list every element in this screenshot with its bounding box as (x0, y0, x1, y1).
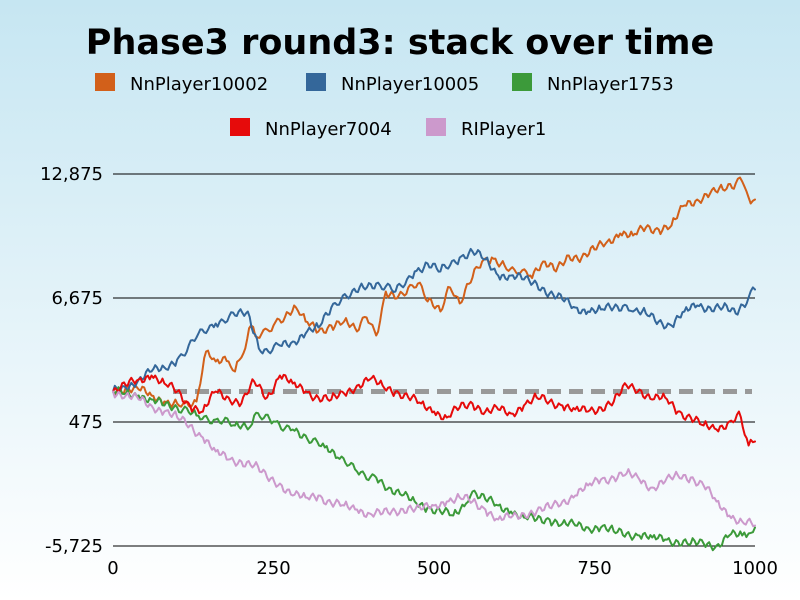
legend-label-nnplayer10005: NnPlayer10005 (341, 74, 479, 95)
y-tick-label-0: -5,725 (45, 536, 103, 557)
x-tick-label-3: 750 (577, 558, 611, 579)
series-line-riplayer1 (112, 390, 756, 528)
x-tick-label-4: 1000 (732, 558, 778, 579)
series-line-nnplayer7004 (112, 373, 756, 447)
series-line-nnplayer10002 (112, 176, 756, 409)
x-tick-label-2: 500 (417, 558, 451, 579)
legend-swatch-nnplayer10002 (95, 73, 115, 91)
legend-label-riplayer1: RIPlayer1 (461, 119, 546, 140)
legend-label-nnplayer10002: NnPlayer10002 (130, 74, 268, 95)
y-tick-label-3: 12,875 (40, 164, 103, 185)
legend-label-nnplayer7004: NnPlayer7004 (265, 119, 392, 140)
legend: NnPlayer10002 NnPlayer10005 NnPlayer1753 Nn… (95, 73, 674, 140)
legend-swatch-riplayer1 (426, 118, 446, 136)
series-layer (112, 176, 756, 552)
legend-swatch-nnplayer7004 (230, 118, 250, 136)
legend-swatch-nnplayer10005 (306, 73, 326, 91)
series-line-nnplayer1753 (112, 386, 756, 552)
y-tick-label-1: 475 (69, 412, 103, 433)
series-line-nnplayer10005 (112, 247, 756, 393)
x-tick-label-0: 0 (107, 558, 118, 579)
y-tick-label-2: 6,675 (51, 288, 103, 309)
legend-swatch-nnplayer1753 (512, 73, 532, 91)
x-axis-tick-labels: 0 250 500 750 1000 (107, 558, 778, 579)
chart-title: Phase3 round3: stack over time (86, 23, 714, 63)
legend-label-nnplayer1753: NnPlayer1753 (547, 74, 674, 95)
x-tick-label-1: 250 (256, 558, 290, 579)
y-axis-tick-labels: -5,725 475 6,675 12,875 (40, 164, 103, 557)
